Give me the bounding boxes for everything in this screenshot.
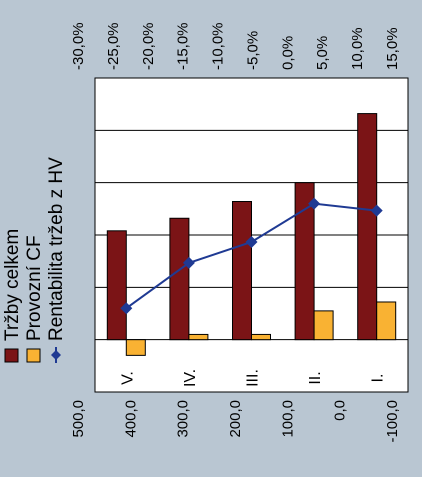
secondary-tick-label: -10,0% xyxy=(210,22,227,70)
bar-provozni-cf xyxy=(125,339,146,356)
primary-tick-label: 100,0 xyxy=(279,400,296,438)
category-label: II. xyxy=(307,371,324,384)
line-point xyxy=(370,204,383,217)
bar-provozni-cf xyxy=(313,310,334,341)
plot-area: -100,0 0,0 100,0 200,0 300,0 400,0 500,0 -30,0%… xyxy=(70,22,409,443)
bar-trzby xyxy=(357,113,378,341)
secondary-tick-label: -30,0% xyxy=(70,22,87,70)
legend-label: Provozní CF xyxy=(24,235,45,341)
secondary-tick-label: -5,0% xyxy=(244,31,261,70)
secondary-tick-label: 0,0% xyxy=(279,36,296,70)
category-label: IV. xyxy=(182,369,199,387)
category-label: V. xyxy=(119,371,136,385)
bar-provozni-cf xyxy=(188,333,209,341)
category-label: I. xyxy=(370,374,387,383)
legend-label: Tržby celkem xyxy=(2,229,23,341)
secondary-tick-label: -25,0% xyxy=(105,22,122,70)
bar-trzby xyxy=(106,230,127,341)
plot-border xyxy=(94,77,409,393)
line-point xyxy=(120,302,133,315)
bar-trzby xyxy=(232,201,252,341)
legend-marker xyxy=(51,350,61,360)
legend-swatch xyxy=(4,348,19,363)
primary-tick-label: -100,0 xyxy=(384,400,401,443)
legend-label: Rentabilita tržeb z HV xyxy=(46,157,67,341)
secondary-tick-label: 5,0% xyxy=(314,36,331,70)
secondary-tick-label: 15,0% xyxy=(384,27,401,70)
secondary-tick-label: 10,0% xyxy=(349,27,366,70)
bar-trzby xyxy=(169,217,190,341)
primary-tick-label: 0,0 xyxy=(332,400,349,421)
primary-tick-label: 400,0 xyxy=(122,400,139,438)
line-point xyxy=(182,256,195,269)
legend: Tržby celkem Provozní CF Rentabilita tržeb… xyxy=(2,157,67,363)
bar-provozni-cf xyxy=(251,333,271,341)
bar-trzby xyxy=(294,182,315,341)
primary-tick-label: 200,0 xyxy=(227,400,244,438)
primary-tick-label: 500,0 xyxy=(70,400,87,438)
legend-swatch xyxy=(26,348,41,363)
legend-items: Tržby celkem Provozní CF Rentabilita tržeb… xyxy=(2,157,67,363)
line-point xyxy=(308,197,321,210)
primary-tick-label: 300,0 xyxy=(175,400,192,438)
category-label: III. xyxy=(245,369,262,387)
line-point xyxy=(245,235,258,248)
secondary-tick-label: -20,0% xyxy=(140,22,157,70)
bar-provozni-cf xyxy=(376,301,397,341)
secondary-tick-label: -15,0% xyxy=(175,22,192,70)
